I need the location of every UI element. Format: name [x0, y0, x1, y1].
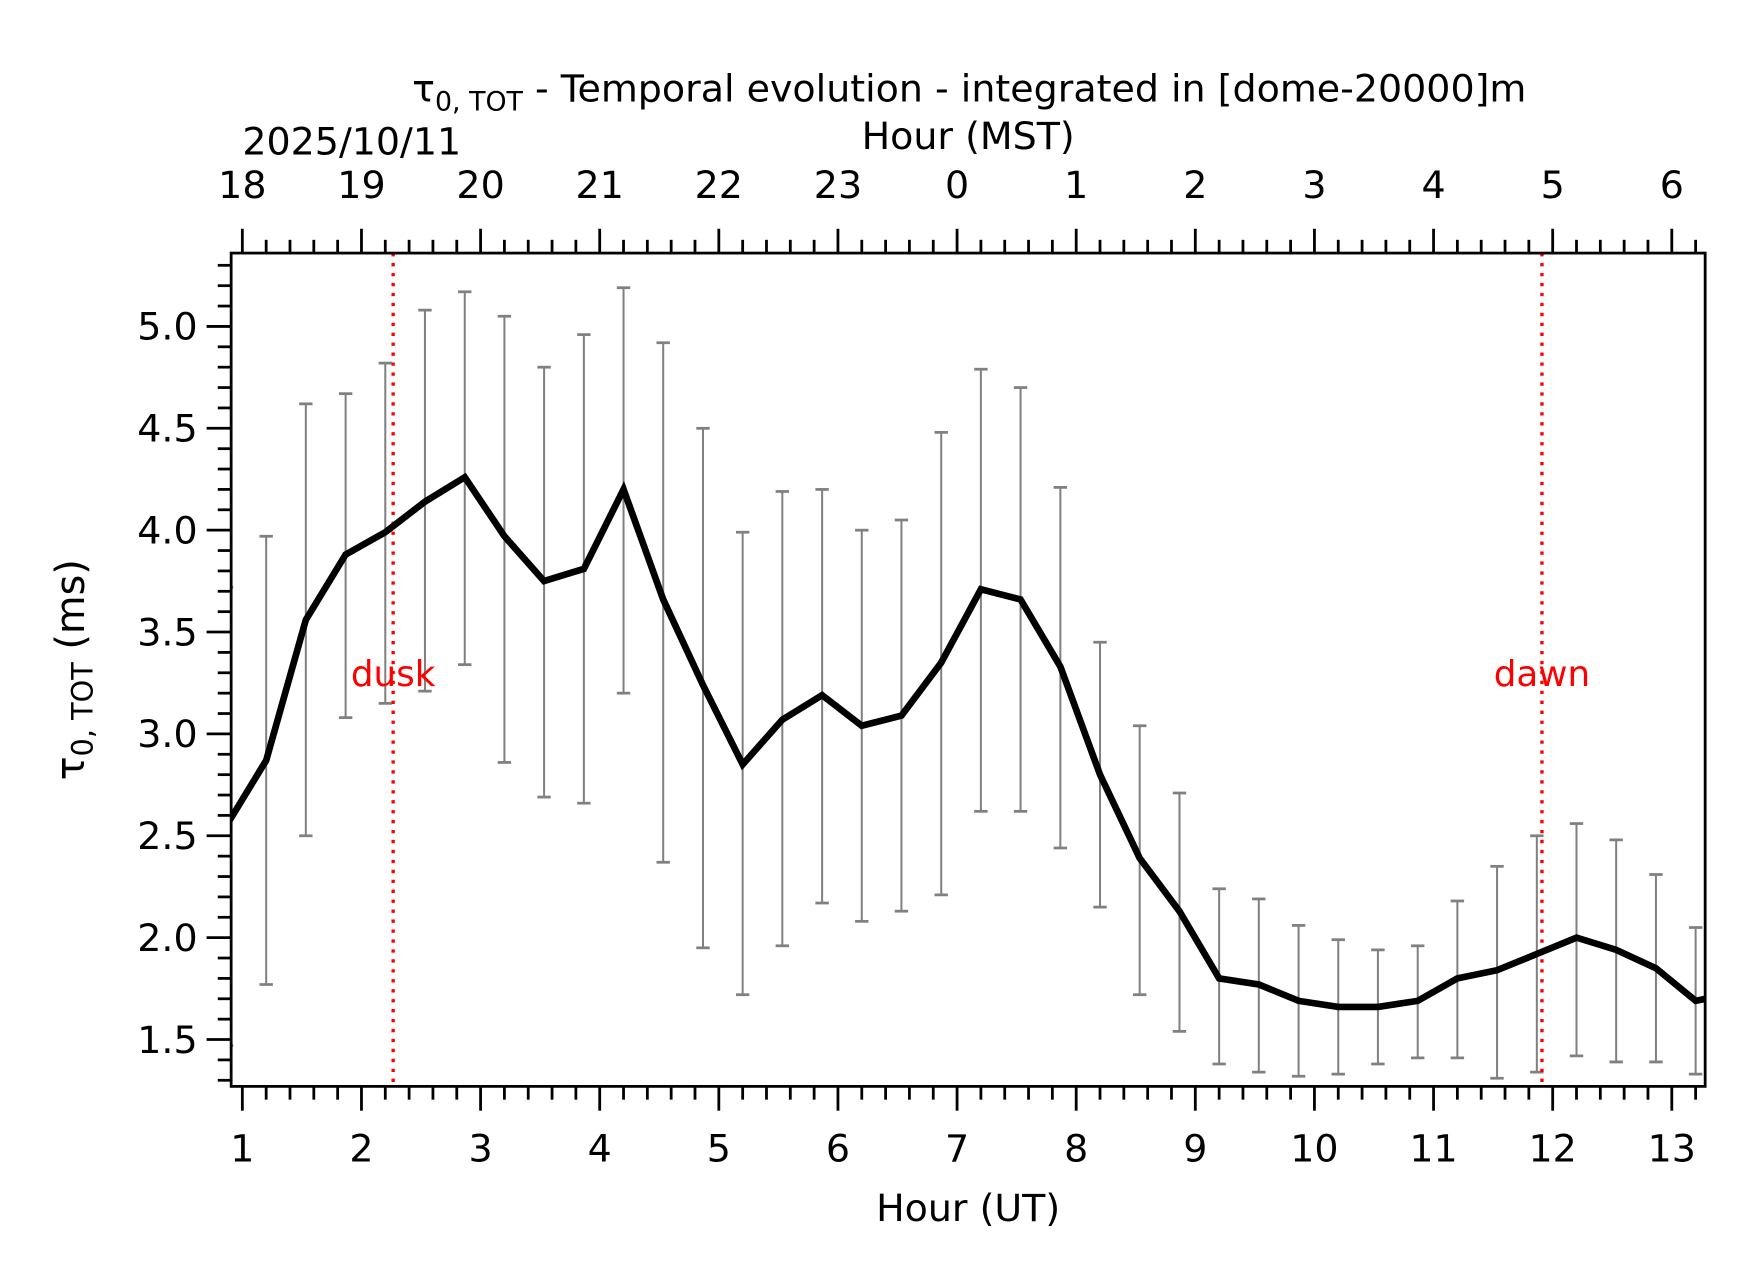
date-label: 2025/10/11 [242, 120, 461, 164]
x-tick-label: 1 [230, 1127, 254, 1171]
y-tick-label: 2.5 [137, 814, 197, 858]
x-tick-label: 11 [1409, 1127, 1457, 1171]
plot-area [231, 253, 1706, 1087]
x-top-tick-label: 18 [218, 163, 266, 207]
x-top-tick-label: 1 [1064, 163, 1088, 207]
x-top-tick-label: 20 [456, 163, 504, 207]
tau0-series-line [231, 472, 1706, 1011]
x-top-tick-label: 6 [1660, 163, 1684, 207]
x-tick-label: 4 [588, 1127, 612, 1171]
x-top-axis-label: Hour (MST) [862, 114, 1075, 158]
x-top-tick-label: 22 [695, 163, 743, 207]
x-top-tick-label: 2 [1183, 163, 1207, 207]
x-tick-label: 12 [1529, 1127, 1577, 1171]
y-tick-label: 1.5 [137, 1018, 197, 1062]
x-top-tick-label: 23 [814, 163, 862, 207]
y-tick-label: 5.0 [137, 305, 197, 349]
x-tick-label: 2 [349, 1127, 373, 1171]
x-top-tick-label: 0 [945, 163, 969, 207]
x-tick-label: 10 [1290, 1127, 1338, 1171]
x-axis-label: Hour (UT) [876, 1186, 1060, 1230]
y-tick-label: 3.0 [137, 712, 197, 756]
x-tick-label: 13 [1648, 1127, 1696, 1171]
dusk-label: dusk [351, 654, 436, 695]
x-top-tick-label: 3 [1302, 163, 1326, 207]
x-tick-label: 5 [707, 1127, 731, 1171]
x-tick-label: 3 [469, 1127, 493, 1171]
x-tick-label: 6 [826, 1127, 850, 1171]
x-top-tick-label: 19 [337, 163, 385, 207]
y-axis-label: τ0, TOT (ms) [48, 559, 100, 780]
y-tick-label: 4.5 [137, 407, 197, 451]
x-tick-label: 9 [1183, 1127, 1207, 1171]
y-tick-label: 2.0 [137, 916, 197, 960]
x-tick-label: 8 [1064, 1127, 1088, 1171]
y-tick-label: 3.5 [137, 610, 197, 654]
dawn-label: dawn [1494, 654, 1590, 695]
y-tick-label: 4.0 [137, 509, 197, 553]
x-top-tick-label: 5 [1541, 163, 1565, 207]
plot-frame [229, 251, 1707, 1088]
x-top-tick-label: 21 [576, 163, 624, 207]
x-tick-label: 7 [945, 1127, 969, 1171]
chart-title: τ0, TOT - Temporal evolution - integrate… [412, 67, 1526, 118]
x-top-tick-label: 4 [1421, 163, 1445, 207]
